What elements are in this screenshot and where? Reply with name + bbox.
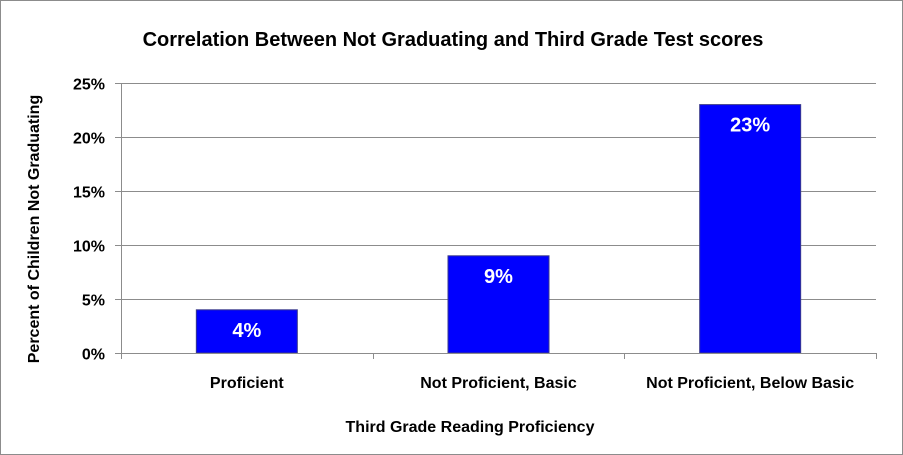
y-tick-label: 10% [73,239,105,256]
x-tick-labels: Proficient Not Proficient, Basic Not Profi… [121,353,877,392]
x-tick-label: Not Proficient, Below Basic [646,375,854,392]
y-axis-label: Percent of Children Not Graduating [26,95,43,363]
x-tick-label: Proficient [210,375,284,392]
x-axis-label: Third Grade Reading Proficiency [346,419,595,436]
x-tick-label: Not Proficient, Basic [420,375,577,392]
bar [699,104,802,354]
y-tick-label: 15% [73,185,105,202]
bar [195,309,298,354]
y-tick-label: 0% [82,347,105,364]
y-tick-label: 20% [73,131,105,148]
bars: 4% 9% 23% [195,104,802,354]
bar [447,255,550,354]
data-label: 23% [730,115,770,137]
data-label: 9% [484,266,513,288]
y-tick-labels: 0% 5% 10% 15% 20% 25% [73,77,105,364]
chart-title: Correlation Between Not Graduating and T… [143,29,764,51]
data-label: 4% [232,320,261,342]
y-tick-label: 5% [82,293,105,310]
y-tick-label: 25% [73,77,105,94]
